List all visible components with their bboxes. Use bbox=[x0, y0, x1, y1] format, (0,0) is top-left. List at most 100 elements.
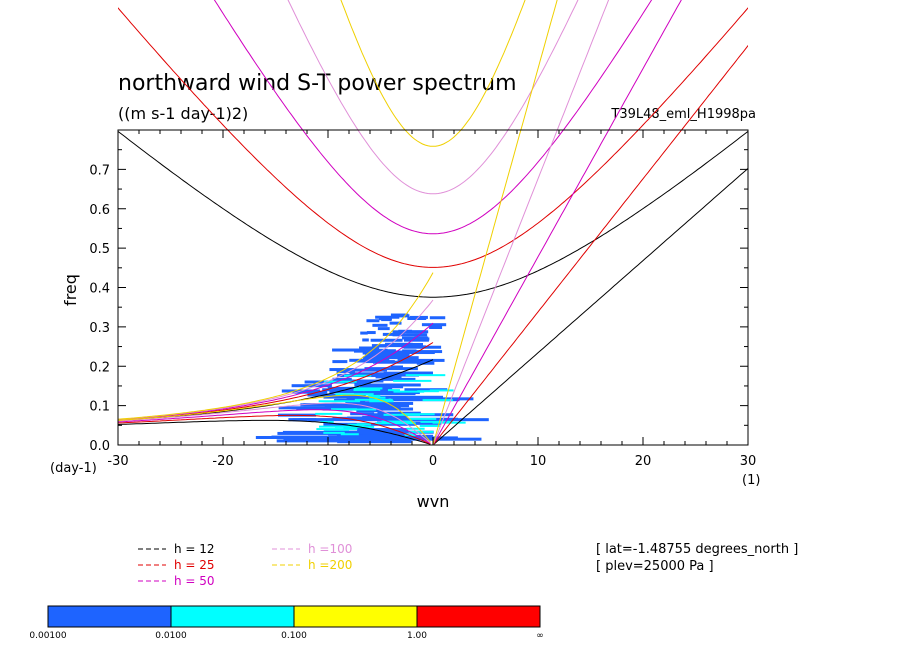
spectrum-patch bbox=[401, 345, 426, 349]
spectrum-patch-high bbox=[422, 399, 453, 402]
spectrum-patch-high bbox=[353, 388, 381, 391]
spectrum-patch bbox=[364, 367, 418, 371]
spectrum-patch bbox=[362, 415, 407, 419]
spectrum-patch-high bbox=[419, 424, 440, 427]
colorbar-swatch bbox=[416, 605, 541, 628]
spectrum-patch bbox=[364, 353, 410, 357]
y-unit-label: (day-1) bbox=[50, 461, 97, 476]
spectrum-patch-high bbox=[401, 413, 435, 416]
spectrum-patch bbox=[370, 338, 403, 342]
spectrum-patch bbox=[392, 333, 420, 337]
colorbar-swatch bbox=[47, 605, 172, 628]
x-tick-label: -30 bbox=[107, 454, 128, 469]
y-tick-label: 0.3 bbox=[89, 321, 110, 336]
spectrum-patch bbox=[375, 315, 400, 319]
spectrum-patch bbox=[429, 326, 443, 330]
spectrum-patch bbox=[283, 437, 396, 441]
spectrum-patch bbox=[345, 401, 414, 405]
spectrum-patch bbox=[347, 416, 378, 420]
spectrum-patch bbox=[354, 383, 421, 387]
spectrum-patch bbox=[366, 319, 380, 323]
spectrum-patch bbox=[335, 395, 359, 399]
kelvin-wave-curve bbox=[432, 0, 558, 445]
spectrum-patch bbox=[332, 348, 366, 352]
spectrum-patch-high bbox=[315, 412, 343, 415]
rossby-wave-curve bbox=[118, 419, 431, 445]
spectrum-patch bbox=[397, 358, 445, 362]
spectrum-patch-high bbox=[353, 387, 383, 390]
spectrum-patch-high bbox=[393, 390, 425, 393]
spectrum-patch bbox=[292, 390, 328, 394]
spectrum-patch bbox=[366, 331, 376, 335]
x-tick-label: 20 bbox=[635, 454, 652, 469]
spectrum-patch bbox=[360, 331, 368, 335]
chart-subtitle: ((m s-1 day-1)2) bbox=[118, 104, 248, 123]
spectrum-patch bbox=[403, 338, 429, 342]
spectrum-patch-high bbox=[318, 400, 360, 403]
inertia-gravity-curve bbox=[287, 0, 579, 195]
spectrum-patch bbox=[429, 316, 446, 320]
kelvin-wave-curve bbox=[432, 167, 748, 445]
x-tick-label: 0 bbox=[429, 454, 437, 469]
x-unit-label: (1) bbox=[742, 473, 760, 488]
spectrum-patch-high bbox=[352, 408, 377, 411]
spectrum-patch bbox=[336, 370, 355, 374]
spectrum-patch bbox=[354, 368, 387, 372]
spectrum-patch bbox=[322, 388, 376, 392]
spectrum-patch bbox=[381, 318, 392, 322]
spectrum-patch bbox=[357, 428, 405, 432]
spectrum-patch bbox=[390, 365, 403, 369]
spectrum-patch bbox=[389, 321, 402, 325]
chart-title: northward wind S-T power spectrum bbox=[118, 71, 517, 96]
colorbar-label: ∞ bbox=[536, 631, 544, 641]
colorbar-label: 0.100 bbox=[281, 631, 307, 641]
spectrum-patch bbox=[292, 418, 334, 422]
spectrum-patch bbox=[421, 323, 447, 327]
spectrum-patch-high bbox=[331, 408, 358, 411]
spectrum-patch-high bbox=[344, 374, 372, 377]
colorbar: 0.00100 0.0100 0.100 1.00 ∞ bbox=[29, 605, 544, 641]
legend-label: h =100 bbox=[308, 542, 352, 556]
colorbar-swatch bbox=[293, 605, 418, 628]
y-axis-label: freq bbox=[61, 274, 80, 306]
spectrum-patch bbox=[360, 395, 444, 399]
spectrum-patch bbox=[414, 333, 428, 337]
y-ticks: 0.0 0.1 0.2 0.3 0.4 0.5 0.6 0.7 bbox=[89, 129, 748, 454]
legend-label: h = 50 bbox=[174, 574, 215, 588]
spectrum-patch-high bbox=[417, 390, 439, 393]
dispersion-curves bbox=[118, 0, 748, 445]
spectrum-patch-high bbox=[405, 374, 446, 377]
colorbar-swatch bbox=[170, 605, 295, 628]
spectrum-patch bbox=[371, 344, 404, 348]
spectrum-patch-high bbox=[368, 394, 381, 397]
spectrum-patch bbox=[337, 440, 412, 444]
spectrum-patch bbox=[276, 439, 361, 443]
spectrum-patch bbox=[401, 343, 424, 347]
spectrum-patch-high bbox=[381, 420, 413, 423]
inertia-gravity-curve bbox=[118, 130, 748, 298]
inertia-gravity-curve bbox=[213, 0, 653, 235]
y-tick-label: 0.4 bbox=[89, 282, 110, 297]
spectrum-patch bbox=[381, 377, 416, 381]
spectrum-patch-high bbox=[347, 423, 365, 426]
x-tick-label: -10 bbox=[317, 454, 338, 469]
rossby-wave-curve bbox=[118, 409, 431, 444]
spectrum-patch bbox=[332, 360, 348, 364]
run-label: T39L48_eml_H1998pa bbox=[610, 107, 756, 122]
spectrum-patch-high bbox=[387, 389, 400, 392]
spectrum-patch bbox=[329, 390, 363, 394]
spectrum-patch-high bbox=[340, 433, 359, 436]
spectrum-patch-high bbox=[335, 393, 374, 396]
rossby-wave-curve bbox=[118, 414, 431, 445]
rossby-wave-curve bbox=[118, 402, 431, 444]
x-axis-label: wvn bbox=[417, 492, 450, 511]
inertia-gravity-curve bbox=[340, 0, 526, 147]
spectrum-patch-high bbox=[409, 417, 437, 420]
spectrum-patch bbox=[359, 346, 380, 350]
spectrum-patch bbox=[372, 323, 388, 327]
colorbar-label: 0.00100 bbox=[29, 631, 66, 641]
kelvin-wave-curve bbox=[432, 44, 748, 445]
spectrum-patch-high bbox=[334, 425, 375, 428]
rossby-wave-curve bbox=[118, 394, 431, 443]
